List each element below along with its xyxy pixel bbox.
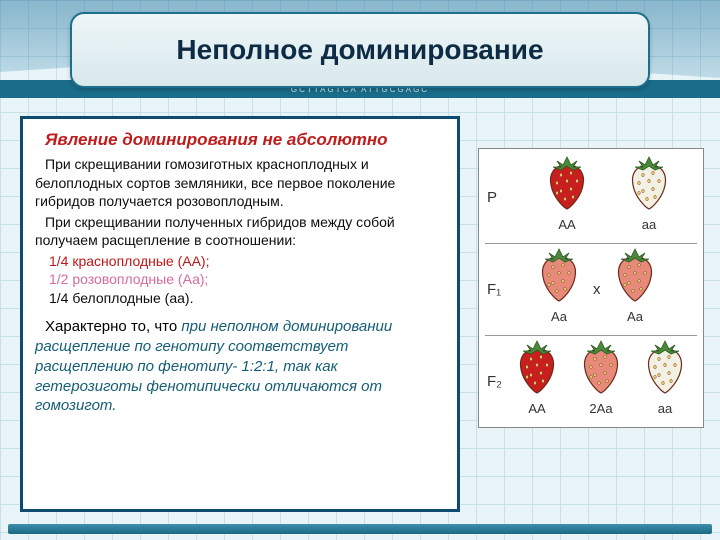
divider-1 [485,243,697,244]
ratio-red: 1/4 красноплодные (АА); [35,252,445,270]
cross-symbol: x [593,281,601,298]
berry-F2-aa: аа [641,337,689,416]
genotype-P-AA: АА [543,217,591,232]
conclusion: Характерно то, что при неполном доминиро… [35,317,445,416]
conclusion-lead: Характерно то, что [45,318,181,335]
berry-F1-left: Аа [535,245,583,324]
genotype-P-aa: аа [625,217,673,232]
paragraph-1: При скрещивании гомозиготных красноплодн… [35,155,445,210]
row-F1: F₁ Аа x Аа [485,245,697,333]
label-P: P [487,189,497,206]
berry-F2-AA: АА [513,337,561,416]
genotype-F1-left: Аа [535,309,583,324]
label-F1: F₁ [487,281,501,298]
berry-P-AA: АА [543,153,591,232]
berry-F1-right: Аа [611,245,659,324]
genotype-F2-2Aa: 2Аа [577,401,625,416]
berry-F2-2Aa: 2Аа [577,337,625,416]
text-block: Явление доминирования не абсолютно При с… [20,116,460,512]
title-plate: Неполное доминирование [70,12,650,88]
divider-2 [485,335,697,336]
row-P: P АА аа [485,153,697,241]
row-F2: F₂ АА 2Аа аа [485,337,697,425]
genotype-F1-right: Аа [611,309,659,324]
footer-bar [8,524,712,534]
genotype-F2-aa: аа [641,401,689,416]
label-F2: F₂ [487,373,502,390]
genotype-F2-AA: АА [513,401,561,416]
subtitle: Явление доминирования не абсолютно [35,129,445,151]
berry-P-aa: аа [625,153,673,232]
ratio-pink: 1/2 розовоплодные (Аа); [35,270,445,288]
paragraph-2: При скрещивании полученных гибридов межд… [35,213,445,250]
page-title: Неполное доминирование [176,34,543,66]
cross-diagram: P АА аа F₁ Аа x Аа [478,148,704,428]
ratio-white: 1/4 белоплодные (аа). [35,289,445,307]
